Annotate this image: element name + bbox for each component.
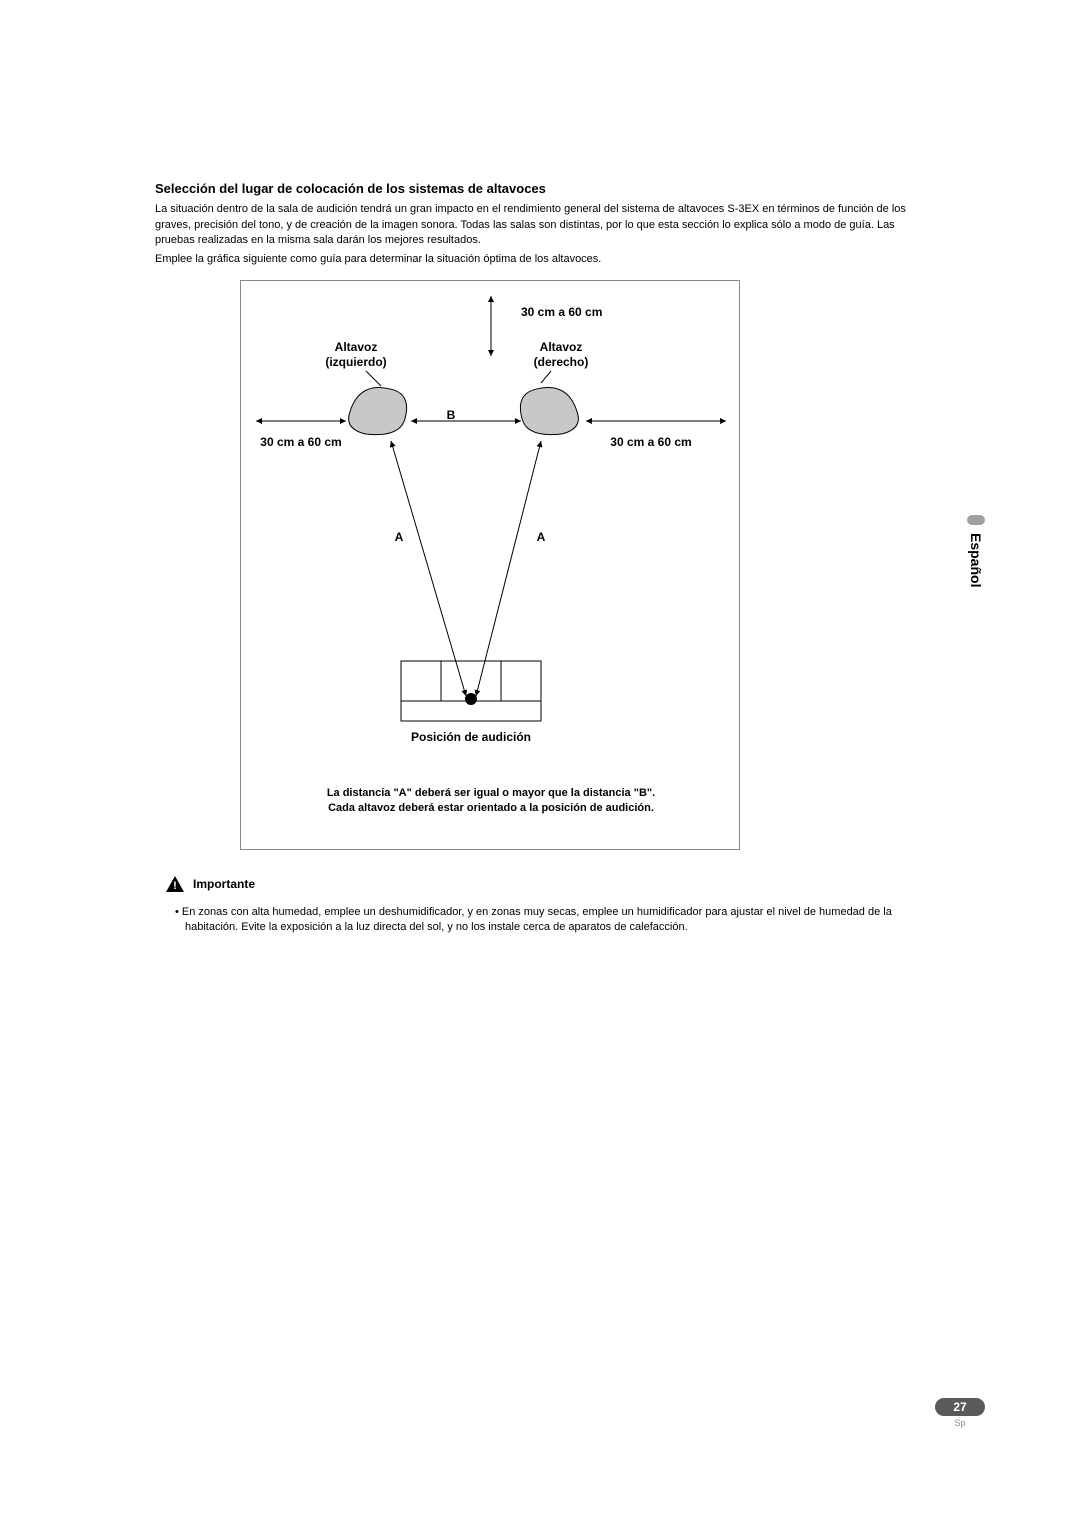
svg-text:!: ! — [173, 880, 177, 892]
page-lang-abbrev: Sp — [935, 1418, 985, 1428]
language-tab-mark — [967, 515, 985, 525]
language-tab-text: Español — [968, 533, 984, 587]
content-block: Selección del lugar de colocación de los… — [155, 180, 935, 272]
label-b: B — [447, 408, 456, 422]
label-a-left: A — [395, 530, 404, 544]
page-number: 27 — [935, 1398, 985, 1416]
label-a-right: A — [537, 530, 546, 544]
important-label: Importante — [193, 877, 255, 891]
page-number-block: 27 Sp — [935, 1398, 985, 1428]
listener-head-icon — [465, 693, 477, 705]
sofa-icon — [401, 661, 541, 721]
placement-diagram: 30 cm a 60 cm Altavoz (izquierdo) Altavo… — [240, 280, 740, 850]
speaker-left-label-1: Altavoz — [335, 340, 378, 354]
important-bullet: • En zonas con alta humedad, emplee un d… — [175, 905, 935, 936]
paragraph-1: La situación dentro de la sala de audici… — [155, 202, 935, 248]
right-speaker-icon — [516, 380, 582, 443]
speaker-right-label-1: Altavoz — [540, 340, 583, 354]
left-speaker-icon — [345, 380, 411, 443]
left-distance-label: 30 cm a 60 cm — [260, 435, 341, 449]
top-distance-label: 30 cm a 60 cm — [521, 305, 602, 319]
listening-position-label: Posición de audición — [411, 730, 531, 744]
section-heading: Selección del lugar de colocación de los… — [155, 180, 935, 198]
important-row: ! Importante — [165, 875, 255, 893]
speaker-right-label-2: (derecho) — [534, 355, 589, 369]
diagram-note-1: La distancia "A" deberá ser igual o mayo… — [327, 787, 655, 799]
diagram-note-2: Cada altavoz deberá estar orientado a la… — [328, 802, 654, 814]
speaker-left-label-2: (izquierdo) — [325, 355, 386, 369]
language-tab: Español — [967, 515, 985, 605]
paragraph-2: Emplee la gráfica siguiente como guía pa… — [155, 252, 935, 267]
warning-icon: ! — [165, 875, 185, 893]
right-distance-label: 30 cm a 60 cm — [610, 435, 691, 449]
